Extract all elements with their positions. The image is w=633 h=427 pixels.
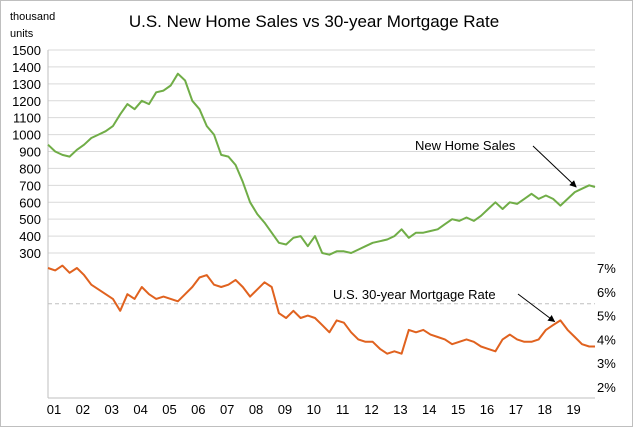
x-tick-label: 06	[191, 402, 205, 417]
right-tick-label: 5%	[597, 309, 616, 324]
series-lines	[47, 72, 596, 355]
left-tick-label: 1100	[13, 111, 41, 126]
annotation-mortgage-rate: U.S. 30-year Mortgage Rate	[333, 287, 496, 302]
left-axis-unit-line2: units	[10, 28, 34, 40]
x-tick-label: 15	[451, 402, 465, 417]
x-tick-label: 04	[133, 402, 147, 417]
left-tick-label: 1500	[12, 43, 41, 58]
right-tick-labels: 2% 3% 4% 5% 6% 7%	[597, 261, 616, 395]
x-tick-label: 17	[509, 402, 523, 417]
left-tick-label: 800	[19, 161, 41, 176]
right-tick-label: 3%	[597, 356, 616, 371]
x-tick-label: 02	[76, 402, 90, 417]
right-tick-label: 6%	[597, 285, 616, 300]
left-tick-label: 1000	[12, 128, 41, 143]
left-tick-label: 400	[19, 229, 41, 244]
x-tick-label: 07	[220, 402, 234, 417]
x-tick-label: 12	[364, 402, 378, 417]
x-tick-label: 14	[422, 402, 436, 417]
left-tick-label: 600	[19, 195, 41, 210]
x-tick-label: 19	[566, 402, 580, 417]
left-tick-label: 1200	[12, 94, 41, 109]
chart-title: U.S. New Home Sales vs 30-year Mortgage …	[129, 12, 499, 31]
left-tick-label: 300	[19, 246, 41, 261]
x-tick-label: 16	[480, 402, 494, 417]
mortgage-rate-line	[47, 264, 595, 355]
x-tick-labels: 01 02 03 04 05 06 07 08 09 10 11 12 13 14 15 16 17 18 19	[47, 402, 581, 417]
left-tick-label: 500	[19, 212, 41, 227]
left-tick-label: 900	[19, 145, 41, 160]
x-tick-label: 13	[393, 402, 407, 417]
right-tick-label: 2%	[597, 380, 616, 395]
left-tick-label: 1400	[12, 60, 41, 75]
x-tick-label: 05	[162, 402, 176, 417]
x-tick-label: 09	[278, 402, 292, 417]
x-tick-label: 10	[307, 402, 321, 417]
left-axis-unit-line1: thousand	[10, 11, 55, 23]
x-tick-label: 18	[537, 402, 551, 417]
right-tick-label: 7%	[597, 261, 616, 276]
x-tick-label: 01	[47, 402, 61, 417]
x-tick-label: 03	[104, 402, 118, 417]
left-tick-label: 1300	[12, 77, 41, 92]
left-tick-label: 700	[19, 178, 41, 193]
annotation-arrow-mortgage-rate	[517, 293, 556, 323]
x-tick-label: 08	[249, 402, 263, 417]
annotation-arrow-new-home-sales	[532, 145, 577, 188]
gridlines	[48, 49, 595, 254]
x-tick-label: 11	[336, 402, 350, 417]
right-tick-label: 4%	[597, 332, 616, 347]
annotation-new-home-sales: New Home Sales	[415, 138, 516, 153]
new-home-sales-line	[47, 72, 596, 256]
